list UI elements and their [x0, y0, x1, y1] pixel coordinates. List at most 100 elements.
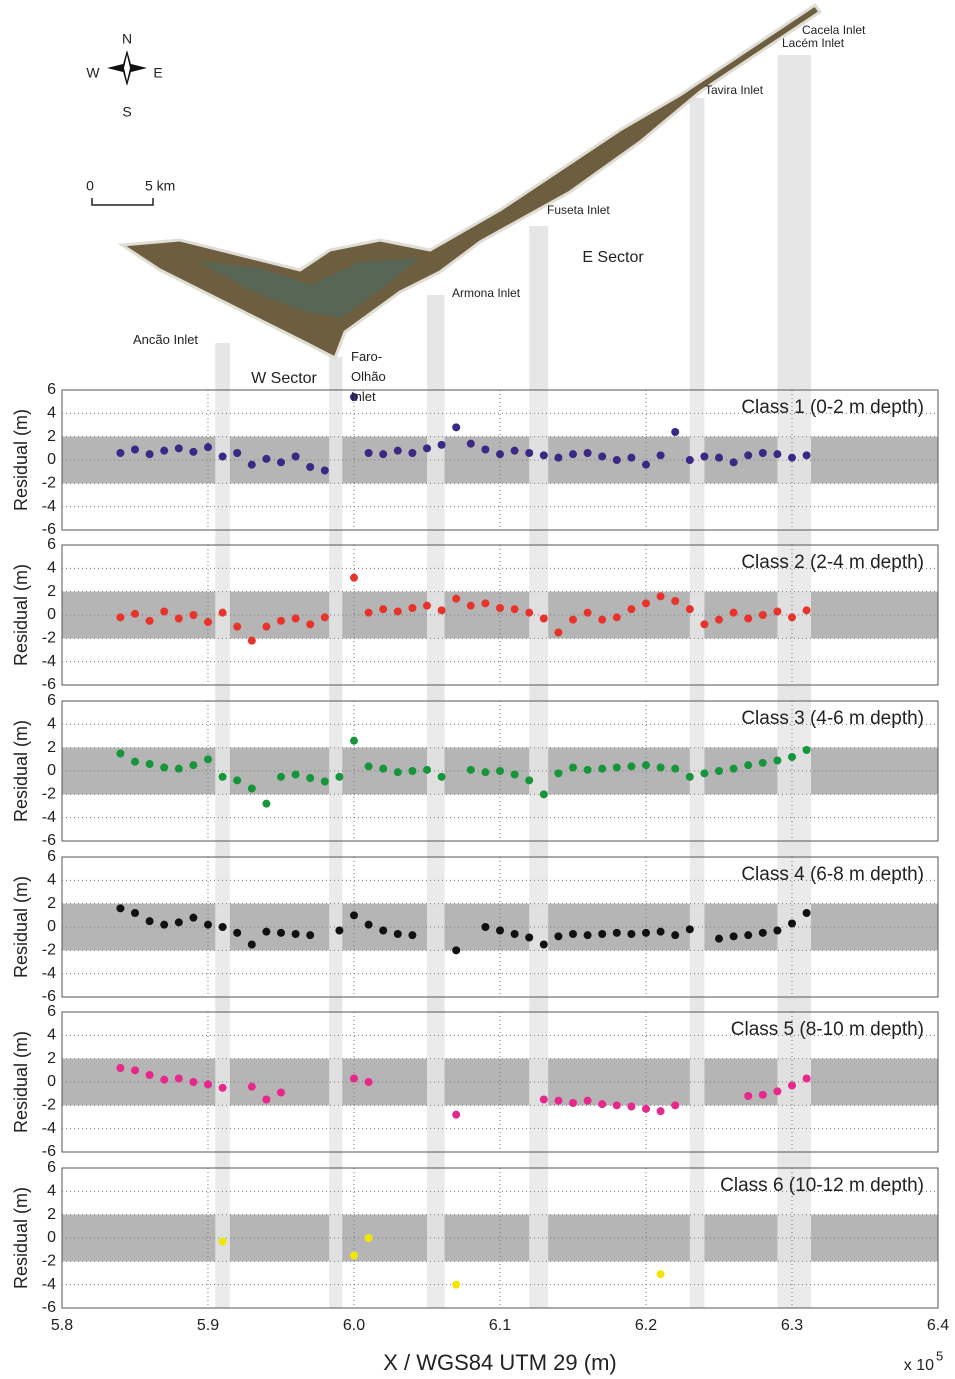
data-point: [452, 594, 461, 603]
y-tick-label: 6: [47, 536, 56, 553]
y-tick-label: 4: [47, 1183, 56, 1200]
data-point: [569, 450, 577, 459]
lagoon-channels: [200, 258, 420, 318]
x-tick-label: 6.3: [781, 1317, 803, 1334]
data-point: [379, 764, 388, 773]
data-point: [306, 620, 315, 629]
data-point: [306, 774, 315, 782]
y-tick-label: 4: [47, 560, 56, 577]
y-tick-label: -4: [42, 965, 56, 982]
data-point: [204, 618, 212, 626]
data-point: [262, 454, 271, 463]
data-point: [496, 767, 504, 775]
data-point: [598, 930, 607, 938]
data-point: [744, 1092, 753, 1100]
y-tick-label: 2: [47, 1206, 56, 1223]
data-point: [174, 444, 183, 453]
y-tick-label: -6: [42, 676, 56, 693]
scale-end: 5 km: [145, 178, 175, 194]
y-tick-label: 0: [47, 451, 56, 468]
data-point: [116, 749, 125, 758]
data-point: [423, 444, 431, 453]
data-point: [656, 592, 665, 601]
inlet-band: [329, 545, 343, 685]
data-point: [510, 605, 519, 614]
data-point: [773, 1087, 782, 1096]
panel-title: Class 5 (8-10 m depth): [731, 1019, 924, 1040]
data-point: [145, 760, 154, 768]
data-point: [452, 946, 461, 955]
data-point: [204, 920, 212, 929]
data-point: [306, 931, 315, 940]
inlet-band: [689, 390, 705, 530]
data-point: [189, 447, 198, 456]
y-axis-label: Residual (m): [11, 876, 31, 978]
data-point: [437, 772, 446, 781]
data-point: [583, 931, 592, 940]
inlet-band: [329, 1012, 343, 1152]
y-axis-label: Residual (m): [11, 564, 31, 666]
compass-n: N: [122, 31, 132, 47]
data-point: [642, 761, 650, 770]
data-point: [437, 606, 446, 615]
data-point: [729, 608, 738, 617]
y-tick-label: -6: [42, 988, 56, 1005]
data-point: [612, 763, 621, 772]
data-point: [335, 926, 344, 935]
data-point: [393, 930, 402, 938]
data-point: [758, 1090, 767, 1099]
data-point: [671, 764, 680, 773]
data-point: [408, 931, 417, 940]
sector-label: E Sector: [582, 249, 644, 266]
data-point: [452, 423, 461, 432]
data-point: [598, 615, 607, 624]
x-multiplier: x 10: [904, 1357, 934, 1374]
data-point: [496, 604, 504, 612]
compass-w: W: [86, 65, 100, 81]
lagoon-map: [117, 2, 823, 361]
data-point: [685, 925, 694, 934]
x-tick-label: 6.2: [635, 1317, 657, 1334]
data-point: [802, 606, 811, 615]
data-point: [744, 614, 753, 623]
data-point: [700, 620, 709, 629]
data-point: [452, 1280, 461, 1289]
data-point: [189, 761, 198, 770]
plot-frame: [61, 389, 939, 531]
data-point: [160, 920, 169, 929]
data-point: [116, 1064, 125, 1072]
data-point: [233, 928, 242, 937]
inlet-label: Lacém Inlet: [782, 36, 845, 50]
data-point: [612, 456, 621, 464]
data-point: [218, 1083, 227, 1092]
inlet-label: Ancão Inlet: [133, 332, 199, 347]
data-point: [481, 768, 490, 777]
panel: 6 4 2 0 -2 -4 -6 Class 4 (6-8 m depth) Residual …: [11, 848, 939, 1005]
data-point: [218, 1237, 227, 1246]
data-point: [729, 764, 738, 773]
inlet-band: [689, 701, 705, 841]
data-point: [656, 1270, 665, 1279]
data-point: [510, 446, 519, 455]
panel: 5.8 5.9 6.0 6.1 6.2 6.3 6.4 6 4 2 0 -2 -4 -6 Class 6 (…: [11, 1159, 949, 1375]
data-point: [466, 439, 475, 448]
compass-e: E: [153, 65, 162, 81]
data-point: [583, 1096, 592, 1105]
data-point: [189, 611, 198, 619]
y-tick-label: 4: [47, 405, 56, 422]
data-point: [539, 940, 548, 949]
y-tick-label: 2: [47, 428, 56, 445]
data-point: [160, 607, 169, 616]
data-point: [656, 451, 665, 460]
data-point: [539, 614, 548, 623]
data-point: [160, 763, 169, 772]
data-point: [291, 452, 300, 461]
data-point: [773, 926, 782, 935]
data-point: [773, 607, 782, 616]
y-tick-label: 6: [47, 1159, 56, 1176]
panel-title: Class 4 (6-8 m depth): [741, 864, 924, 885]
inlet-band: [689, 857, 705, 997]
y-tick-label: -2: [42, 1097, 56, 1114]
